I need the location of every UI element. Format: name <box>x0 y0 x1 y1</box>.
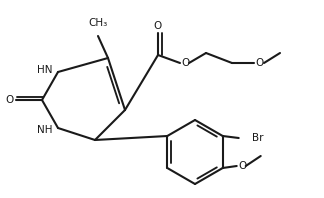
Text: O: O <box>182 58 190 68</box>
Text: O: O <box>238 161 247 171</box>
Text: HN: HN <box>38 65 53 75</box>
Text: Br: Br <box>252 133 263 143</box>
Text: NH: NH <box>38 125 53 135</box>
Text: O: O <box>5 95 13 105</box>
Text: O: O <box>154 21 162 31</box>
Text: O: O <box>256 58 264 68</box>
Text: CH₃: CH₃ <box>88 18 108 28</box>
